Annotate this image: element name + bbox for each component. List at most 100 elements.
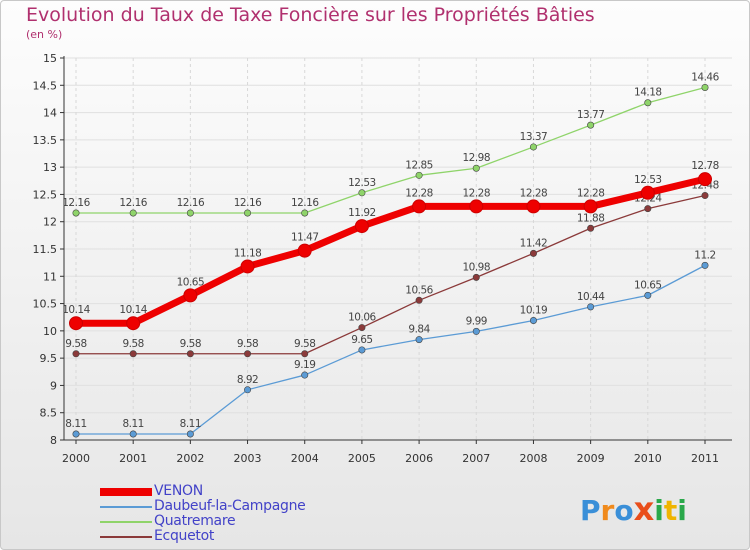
data-point: [358, 189, 366, 197]
data-point: [701, 192, 709, 200]
data-label: 10.14: [62, 304, 90, 316]
y-tick-label: 12: [43, 216, 57, 229]
data-label: 9.58: [180, 338, 201, 350]
data-label: 10.44: [577, 291, 605, 303]
data-point: [529, 143, 537, 151]
data-point: [126, 316, 141, 331]
data-label: 12.28: [462, 187, 490, 199]
data-label: 12.28: [405, 187, 433, 199]
y-tick-label: 8: [50, 434, 57, 447]
series-line-daubeuf-la-campagne: [76, 264, 706, 435]
data-label: 9.58: [122, 338, 143, 350]
y-tick-label: 12.5: [33, 188, 58, 201]
data-point: [72, 209, 80, 217]
data-label: 8.11: [65, 418, 86, 430]
data-point: [244, 350, 252, 358]
data-label: 9.58: [294, 338, 315, 350]
data-label: 9.19: [294, 359, 315, 371]
data-label: 9.99: [466, 315, 487, 327]
data-label: 12.28: [577, 187, 605, 199]
data-point: [240, 259, 255, 274]
data-label: 9.58: [65, 338, 86, 350]
data-point: [415, 296, 423, 304]
data-point: [183, 288, 198, 303]
data-point: [244, 386, 252, 394]
data-point: [301, 350, 309, 358]
x-tick-label: 2001: [119, 452, 147, 465]
data-point: [354, 219, 369, 234]
data-point: [129, 209, 137, 217]
x-tick-label: 2004: [291, 452, 319, 465]
data-label: 10.56: [405, 284, 433, 296]
legend-label: Quatremare: [154, 513, 236, 529]
x-tick-label: 2011: [691, 452, 719, 465]
data-label: 12.53: [634, 174, 662, 186]
legend-label: Ecquetot: [154, 528, 215, 544]
data-point: [72, 350, 80, 358]
y-axis-unit: (en %): [26, 28, 63, 41]
y-tick-label: 11.5: [33, 243, 58, 256]
data-point: [69, 316, 83, 331]
x-tick-label: 2003: [234, 452, 262, 465]
x-tick-label: 2007: [462, 452, 490, 465]
x-tick-label: 2006: [405, 452, 433, 465]
y-tick-label: 14.5: [33, 79, 58, 92]
logo-letter: r: [600, 494, 615, 527]
data-label: 14.18: [634, 87, 662, 99]
data-label: 8.11: [122, 418, 143, 430]
data-point: [301, 209, 309, 217]
data-label: 12.28: [520, 187, 548, 199]
logo-letter: P: [580, 494, 601, 527]
data-label: 9.58: [237, 338, 258, 350]
data-label: 8.92: [237, 374, 258, 386]
data-label: 13.77: [577, 109, 605, 121]
series-line-venon: [76, 175, 706, 327]
data-point: [186, 209, 194, 217]
data-point: [701, 261, 709, 269]
data-point: [129, 430, 137, 438]
data-point: [529, 316, 537, 324]
data-label: 10.65: [634, 279, 662, 291]
data-label: 11.18: [234, 247, 262, 259]
data-point: [587, 303, 595, 311]
data-label: 11.92: [348, 207, 376, 219]
data-point: [244, 209, 252, 217]
x-tick-label: 2009: [577, 452, 605, 465]
data-label: 11.2: [694, 249, 715, 261]
y-tick-label: 13.5: [33, 134, 58, 147]
data-label: 12.53: [348, 177, 376, 189]
legend-swatch: [100, 506, 152, 508]
data-label: 12.85: [405, 159, 433, 171]
data-label: 10.14: [119, 304, 147, 316]
data-point: [587, 224, 595, 232]
data-label: 8.11: [180, 418, 201, 430]
data-point: [129, 350, 137, 358]
data-point: [358, 346, 366, 354]
legend-label: VENON: [154, 483, 203, 499]
x-tick-label: 2005: [348, 452, 376, 465]
data-label: 10.98: [462, 261, 490, 273]
data-point: [644, 291, 652, 299]
data-label: 14.46: [691, 71, 719, 83]
x-tick-label: 2002: [176, 452, 204, 465]
data-point: [526, 199, 541, 214]
logo-letter: x: [633, 490, 655, 528]
x-tick-label: 2000: [62, 452, 90, 465]
data-label: 13.37: [520, 131, 548, 143]
data-point: [186, 350, 194, 358]
data-point: [186, 430, 194, 438]
legend-label: Daubeuf-la-Campagne: [154, 498, 306, 514]
logo-letter: i: [654, 494, 664, 527]
logo-letter: o: [614, 494, 634, 527]
data-label: 10.65: [177, 276, 205, 288]
legend-swatch: [100, 488, 152, 496]
logo-letter: i: [677, 494, 687, 527]
data-point: [358, 324, 366, 332]
data-label: 12.98: [462, 152, 490, 164]
data-label: 10.19: [520, 304, 548, 316]
y-tick-label: 14: [43, 107, 57, 120]
data-point: [587, 121, 595, 129]
series-line-quatremare: [76, 86, 706, 214]
